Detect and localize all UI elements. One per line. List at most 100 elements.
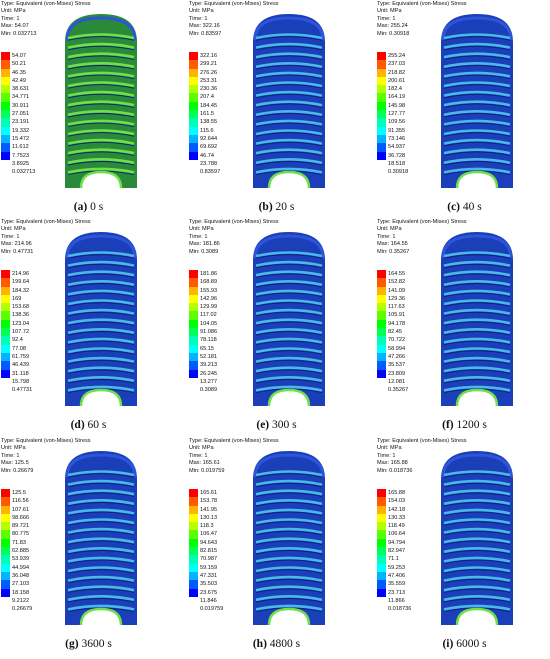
model-ring-shadow bbox=[255, 283, 323, 288]
stress-model-image bbox=[441, 451, 513, 626]
legend-value: 70.722 bbox=[388, 337, 406, 344]
caption-label: (d) bbox=[70, 419, 85, 431]
model-ring bbox=[443, 308, 511, 315]
info-type: Type: Equivalent (von-Mises) Stress bbox=[377, 219, 467, 225]
model-ring-shadow bbox=[443, 65, 511, 70]
legend-value: 169 bbox=[12, 295, 22, 302]
model-ring-shadow bbox=[443, 502, 511, 507]
model-ring-shadow bbox=[255, 93, 323, 99]
model-ring bbox=[443, 489, 511, 496]
model-ring-shadow bbox=[255, 473, 323, 478]
model-ring-shadow bbox=[67, 302, 135, 307]
model-base-arch bbox=[267, 170, 311, 189]
model-ring-shadow bbox=[67, 36, 135, 41]
legend-swatch bbox=[377, 489, 386, 498]
model-ring-shadow bbox=[255, 588, 323, 593]
legend-value: 153.78 bbox=[200, 498, 218, 505]
legend-value: 47.331 bbox=[200, 572, 218, 579]
model-ring bbox=[255, 366, 323, 373]
model-ring bbox=[255, 167, 323, 174]
model-ring-shadow bbox=[255, 540, 323, 545]
legend-value: 0.032713 bbox=[12, 169, 36, 176]
model-ring bbox=[255, 289, 323, 296]
legend-value: 117.02 bbox=[200, 312, 217, 319]
model-ring-shadow bbox=[443, 530, 511, 536]
model-ring-shadow bbox=[255, 302, 323, 307]
stress-model-image bbox=[253, 232, 325, 407]
legend-value: 46.74 bbox=[200, 152, 214, 159]
model-ring-shadow bbox=[67, 502, 135, 507]
model-ring bbox=[443, 148, 511, 155]
legend-swatch bbox=[1, 361, 10, 370]
legend-swatch bbox=[189, 328, 198, 337]
legend-value: 141.95 bbox=[200, 506, 218, 513]
legend-swatch bbox=[377, 563, 386, 572]
stress-panel: Type: Equivalent (von-Mises) Stress Unit:… bbox=[189, 438, 364, 654]
stress-panel: Type: Equivalent (von-Mises) Stress Unit:… bbox=[377, 219, 550, 435]
legend-swatch bbox=[189, 571, 198, 581]
model-ring bbox=[443, 604, 511, 611]
legend-value: 23.809 bbox=[388, 370, 406, 377]
model-ring bbox=[255, 356, 323, 363]
legend-swatch bbox=[377, 311, 386, 320]
model-ring bbox=[443, 71, 511, 78]
legend-swatch bbox=[1, 328, 10, 337]
legend-value: 38.631 bbox=[12, 86, 30, 93]
model-ring-shadow bbox=[255, 502, 323, 507]
legend-value: 118.3 bbox=[200, 523, 214, 530]
legend-value: 69.692 bbox=[200, 144, 218, 151]
legend-value: 145.98 bbox=[388, 102, 406, 109]
legend-value: 15.472 bbox=[12, 135, 30, 142]
model-ring-shadow bbox=[67, 321, 135, 326]
info-type: Type: Equivalent (von-Mises) Stress bbox=[377, 438, 467, 444]
model-cap bbox=[441, 16, 513, 41]
stress-panel: Type: Equivalent (von-Mises) Stress Unit:… bbox=[189, 219, 364, 435]
model-ring-shadow bbox=[255, 331, 323, 336]
legend-swatch bbox=[1, 513, 10, 523]
legend-swatch bbox=[377, 352, 386, 362]
legend-value: 18.518 bbox=[388, 160, 406, 167]
model-ring-shadow bbox=[443, 132, 511, 137]
model-ring bbox=[443, 251, 511, 258]
info-max: Max: 181.86 bbox=[189, 241, 220, 248]
model-ring bbox=[443, 479, 511, 486]
info-max: Max: 125.5 bbox=[1, 460, 29, 467]
legend-value: 47.406 bbox=[388, 572, 406, 579]
model-ring bbox=[443, 527, 511, 534]
panel-caption: (e) 300 s bbox=[189, 418, 364, 432]
model-ring-shadow bbox=[255, 161, 323, 166]
model-ring bbox=[255, 110, 323, 117]
model-ring bbox=[443, 90, 511, 97]
model-ring bbox=[67, 129, 135, 136]
legend-value: 94.794 bbox=[388, 539, 406, 546]
model-ring-shadow bbox=[255, 254, 323, 259]
legend-value: 118.49 bbox=[388, 523, 405, 530]
model-ring bbox=[67, 385, 135, 392]
legend-value: 26.245 bbox=[200, 370, 218, 377]
model-ring bbox=[67, 518, 135, 525]
legend-value: 106.64 bbox=[388, 531, 406, 538]
model-ring-shadow bbox=[67, 45, 135, 51]
model-ring-shadow bbox=[443, 492, 511, 497]
legend-swatch bbox=[1, 588, 10, 597]
model-ring bbox=[255, 376, 323, 383]
legend-value: 255.24 bbox=[388, 53, 406, 59]
model-ring bbox=[443, 280, 511, 287]
legend-value: 299.21 bbox=[200, 61, 218, 68]
model-ring-shadow bbox=[67, 521, 135, 526]
model-ring bbox=[67, 62, 135, 69]
model-ring bbox=[255, 33, 323, 40]
legend-swatch bbox=[1, 126, 10, 135]
legend-swatch bbox=[1, 60, 10, 69]
legend-value: 125.5 bbox=[12, 490, 26, 496]
model-base-arch bbox=[455, 170, 499, 189]
model-ring bbox=[255, 489, 323, 496]
model-ring bbox=[67, 575, 135, 582]
legend-swatch bbox=[1, 85, 10, 94]
legend-value: 46.439 bbox=[12, 362, 30, 369]
model-ring-shadow bbox=[255, 122, 323, 128]
legend-swatch bbox=[377, 68, 386, 77]
legend-swatch bbox=[377, 294, 386, 304]
legend-value: 11.612 bbox=[12, 144, 29, 151]
legend-swatch bbox=[189, 93, 198, 102]
